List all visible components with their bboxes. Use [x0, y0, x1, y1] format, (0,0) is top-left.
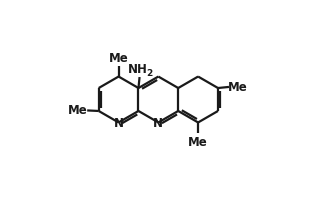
Text: Me: Me	[68, 104, 88, 117]
Text: 2: 2	[146, 69, 152, 78]
Text: Me: Me	[188, 135, 208, 148]
Text: NH: NH	[128, 62, 147, 75]
Text: Me: Me	[109, 52, 128, 65]
Text: N: N	[153, 116, 164, 129]
Text: N: N	[114, 116, 124, 129]
Text: Me: Me	[228, 80, 248, 93]
